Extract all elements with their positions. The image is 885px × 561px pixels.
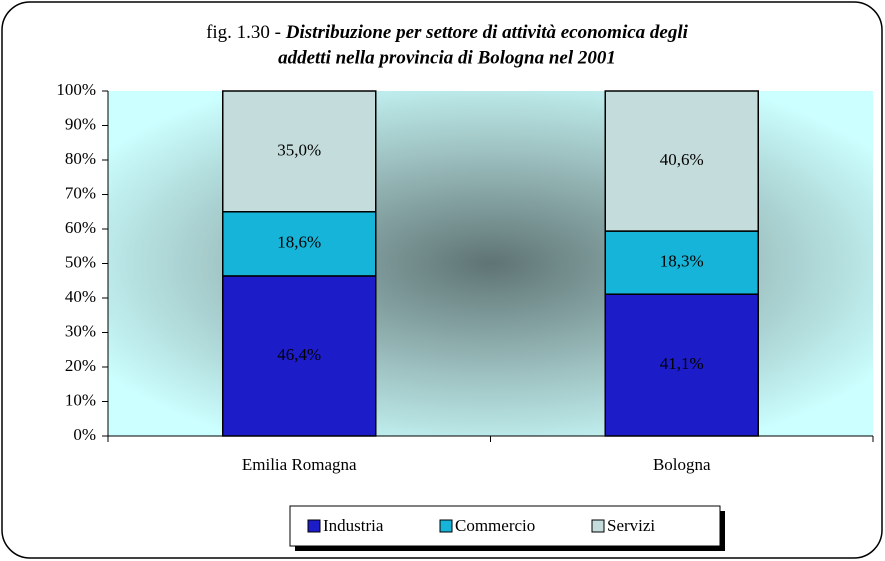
y-tick-label: 0% [73, 425, 96, 444]
y-tick-label: 60% [65, 218, 96, 237]
y-tick-label: 100% [56, 80, 96, 99]
legend-swatch [439, 519, 453, 533]
legend-label: Industria [323, 516, 384, 535]
value-label: 18,3% [660, 252, 704, 271]
bar-segment [604, 90, 759, 232]
y-tick-label: 20% [65, 356, 96, 375]
chart-title: fig. 1.30 - Distribuzione per settore di… [206, 22, 689, 43]
legend [289, 505, 721, 547]
legend-label: Servizi [607, 516, 655, 535]
value-label: 41,1% [660, 354, 704, 373]
y-tick-label: 90% [65, 114, 96, 133]
title-line: Distribuzione per settore di attività ec… [285, 22, 689, 43]
legend-swatch [591, 519, 605, 533]
value-label: 46,4% [277, 345, 321, 364]
legend-swatch [307, 519, 321, 533]
y-tick-label: 80% [65, 149, 96, 168]
value-label: 35,0% [277, 140, 321, 159]
bar-segment [222, 211, 377, 277]
y-tick-label: 30% [65, 321, 96, 340]
bar-segment [604, 230, 759, 295]
bar-segment [222, 90, 377, 213]
value-label: 40,6% [660, 150, 704, 169]
y-tick-label: 50% [65, 252, 96, 271]
x-tick-label: Emilia Romagna [242, 455, 357, 474]
y-tick-label: 70% [65, 183, 96, 202]
y-tick-label: 40% [65, 287, 96, 306]
title-prefix: fig. 1.30 - [206, 22, 281, 43]
y-tick-label: 10% [65, 390, 96, 409]
x-tick-label: Bologna [653, 455, 711, 474]
chart-title: addetti nella provincia di Bologna nel 2… [278, 47, 616, 68]
bar-segment [222, 275, 377, 437]
legend-label: Commercio [455, 516, 535, 535]
value-label: 18,6% [277, 233, 321, 252]
